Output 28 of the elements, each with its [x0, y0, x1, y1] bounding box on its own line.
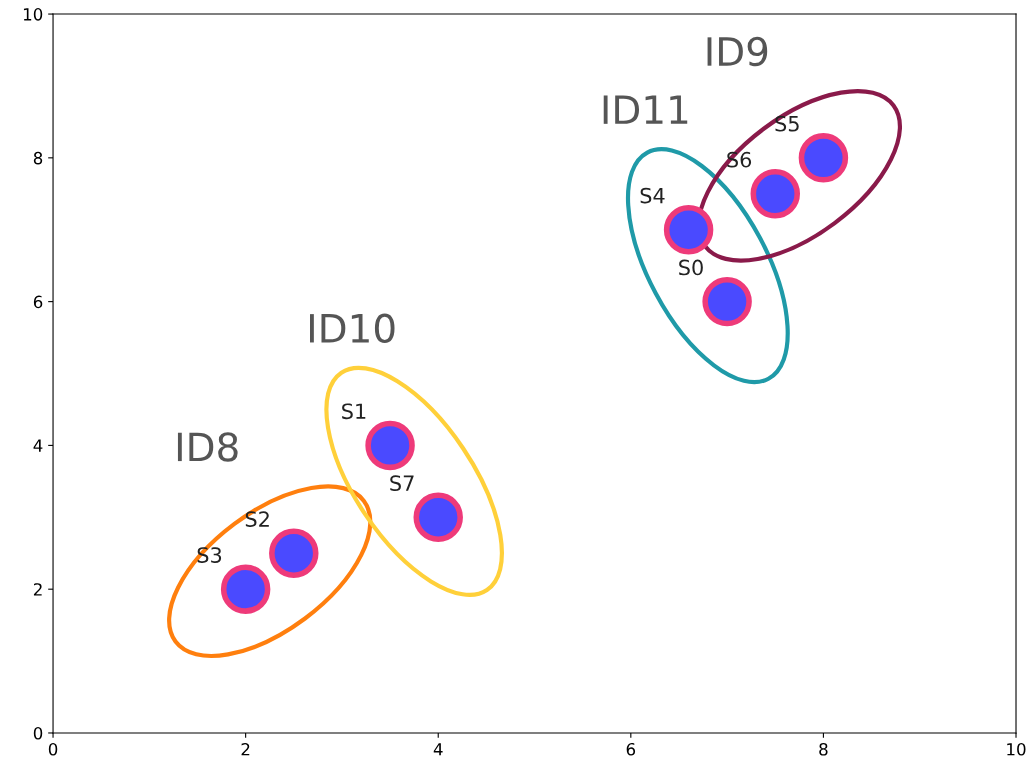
- point: [365, 420, 415, 471]
- y-tick-label: 0: [33, 726, 43, 740]
- annotation: ID8: [177, 432, 238, 462]
- point: [702, 276, 752, 327]
- y-tick-label: 6: [33, 295, 43, 309]
- x-tick-label: 10: [1007, 742, 1026, 756]
- x-tick-label: 4: [433, 743, 443, 756]
- data-label: S4: [640, 187, 665, 204]
- x-tick-label: 6: [626, 742, 636, 756]
- y-tick-label: 2: [33, 583, 42, 596]
- data-label: S1: [342, 403, 366, 420]
- y-tick-label: 10: [23, 8, 43, 21]
- annotation: ID9: [707, 36, 768, 67]
- y-tick-label: 4: [33, 439, 43, 452]
- x-tick-label: 2: [241, 742, 250, 756]
- annotation: ID10: [310, 313, 395, 344]
- point: [220, 564, 271, 614]
- y-tick-label: 8: [33, 151, 43, 165]
- data-label: S2: [245, 511, 269, 527]
- x-tick-label: 0: [48, 742, 58, 756]
- data-label: S7: [390, 475, 414, 492]
- annotation: ID11: [603, 95, 688, 124]
- data-label: S5: [775, 115, 799, 132]
- point: [413, 492, 463, 543]
- x-tick-label: 8: [819, 742, 828, 756]
- data-label: S0: [679, 259, 703, 276]
- point: [663, 204, 714, 255]
- point: [269, 528, 319, 578]
